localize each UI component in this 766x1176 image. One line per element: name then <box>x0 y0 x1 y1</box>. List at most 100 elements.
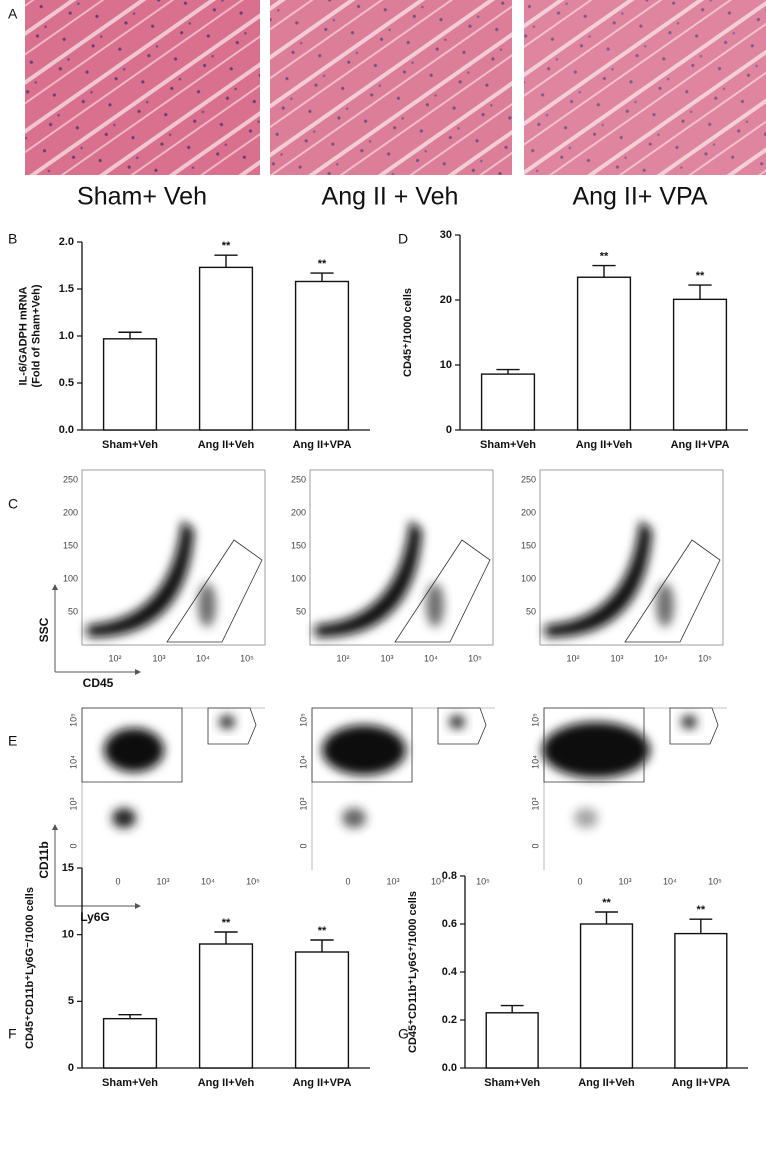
density <box>426 583 444 627</box>
y-tick-label: 250 <box>521 474 536 484</box>
bar <box>480 373 536 431</box>
panel-label: G <box>398 1026 409 1042</box>
density <box>449 715 465 729</box>
y-axis-label: (Fold of Sham+Veh) <box>30 284 42 387</box>
density <box>315 520 422 638</box>
x-tick-label: Ang II+VPA <box>671 1077 730 1089</box>
x-tick-label: Ang II+VPA <box>293 1077 352 1089</box>
density <box>574 808 598 828</box>
histology-image <box>270 0 512 175</box>
x-tick-label: Sham+Veh <box>484 1077 540 1089</box>
bar <box>102 338 158 431</box>
density <box>198 583 216 627</box>
x-tick-label: Ang II+VPA <box>293 439 352 451</box>
x-tick-label: 10⁴ <box>431 876 445 886</box>
bar <box>294 951 350 1069</box>
density <box>219 715 235 729</box>
y-axis-label: CD45⁺CD11b⁺Ly6G⁺/1000 cells <box>407 891 419 1053</box>
x-tick-label: 10³ <box>386 876 399 886</box>
density <box>342 808 366 828</box>
gate <box>81 707 183 783</box>
panel-label: C <box>8 496 18 512</box>
histology-image <box>524 0 766 175</box>
y-tick-label: 0.5 <box>59 377 74 389</box>
density <box>656 583 674 627</box>
bar <box>198 266 254 431</box>
y-tick-label: 10⁴ <box>298 755 308 769</box>
y-tick-label: 0.0 <box>442 1062 457 1074</box>
panel-label: A <box>8 6 18 22</box>
y-tick-label: 10⁵ <box>530 713 540 727</box>
y-tick-label: 1.5 <box>59 283 74 295</box>
axis-label: SSC <box>37 617 51 642</box>
y-tick-label: 50 <box>526 606 536 616</box>
y-axis-label: CD45⁺/1000 cells <box>402 288 414 377</box>
y-tick-label: 5 <box>68 995 74 1007</box>
y-tick-label: 0 <box>446 424 452 436</box>
density <box>322 725 406 775</box>
bar <box>672 298 728 431</box>
y-tick-label: 0.4 <box>442 966 458 978</box>
y-tick-label: 250 <box>291 474 306 484</box>
x-tick-label: 10⁴ <box>196 653 210 663</box>
bar <box>485 1012 539 1069</box>
gate <box>311 707 413 783</box>
y-tick-label: 0 <box>298 843 308 848</box>
y-tick-label: 20 <box>440 294 452 306</box>
y-tick-label: 0.8 <box>442 870 457 882</box>
plot-frame <box>81 469 266 646</box>
density <box>542 722 650 778</box>
x-tick-label: Sham+Veh <box>102 439 158 451</box>
x-tick-label: Ang II+VPA <box>671 439 730 451</box>
density <box>87 520 194 638</box>
plot-frame <box>309 469 494 646</box>
y-tick-label: 2.0 <box>59 236 74 248</box>
y-tick-label: 200 <box>63 507 78 517</box>
gate <box>624 539 721 643</box>
x-tick-label: 10² <box>108 653 121 663</box>
y-tick-label: 1.0 <box>59 330 74 342</box>
x-tick-label: 10⁵ <box>246 876 260 886</box>
x-tick-label: 10⁵ <box>698 653 712 663</box>
panel-label: F <box>8 1026 17 1042</box>
density <box>545 520 652 638</box>
bar <box>576 276 632 431</box>
y-tick-label: 0.0 <box>59 424 74 436</box>
gate <box>394 539 491 643</box>
y-tick-label: 10³ <box>298 797 308 810</box>
x-tick-label: 10³ <box>610 653 623 663</box>
y-tick-label: 0 <box>68 1062 74 1074</box>
y-tick-label: 200 <box>521 507 536 517</box>
y-tick-label: 10³ <box>530 797 540 810</box>
x-tick-label: 10⁴ <box>654 653 668 663</box>
y-tick-label: 150 <box>521 540 536 550</box>
y-tick-label: 150 <box>291 540 306 550</box>
axis-label: CD45 <box>83 676 114 690</box>
y-axis-label: CD45⁺CD11b⁺Ly6G⁻/1000 cells <box>24 887 36 1049</box>
bar <box>294 280 350 431</box>
x-tick-label: 0 <box>345 876 350 886</box>
annotation: ** <box>318 258 327 270</box>
gate <box>669 707 719 745</box>
density <box>681 715 697 729</box>
x-tick-label: Ang II+Veh <box>198 439 255 451</box>
x-tick-label: 10² <box>336 653 349 663</box>
x-tick-label: 10⁵ <box>476 876 490 886</box>
density <box>104 728 164 772</box>
x-tick-label: 0 <box>115 876 120 886</box>
plot-frame <box>81 707 265 870</box>
x-tick-label: 10⁵ <box>468 653 482 663</box>
x-tick-label: 10⁴ <box>663 876 677 886</box>
y-tick-label: 100 <box>291 573 306 583</box>
histology-image <box>25 0 260 175</box>
gate <box>207 707 257 745</box>
x-tick-label: 10⁴ <box>424 653 438 663</box>
y-tick-label: 10⁵ <box>68 713 78 727</box>
gate <box>166 539 263 643</box>
panel-label: E <box>8 733 17 749</box>
panel-label: B <box>8 231 17 247</box>
y-tick-label: 10 <box>62 929 74 941</box>
y-tick-label: 15 <box>62 862 74 874</box>
plot-frame <box>539 469 724 646</box>
